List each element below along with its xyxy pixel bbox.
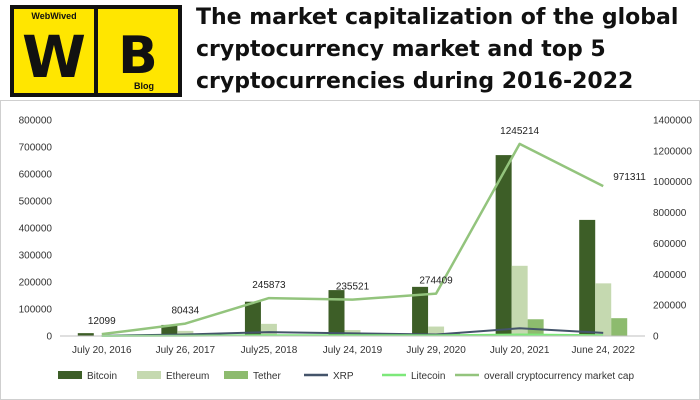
data-label: 235521: [336, 282, 370, 293]
bar-bitcoin: [161, 324, 178, 336]
data-label: 274409: [419, 276, 453, 287]
x-tick-label: July25, 2018: [241, 345, 298, 356]
y-right-tick-label: 200000: [653, 301, 687, 312]
legend: Bitcoin Ethereum Tether XRP Litecoin overall …: [58, 371, 634, 382]
y-left-tick-label: 200000: [19, 278, 53, 289]
legend-swatch: [224, 371, 248, 379]
logo-left-panel: [14, 9, 94, 93]
bar-bitcoin: [495, 155, 512, 336]
data-label: 971311: [613, 172, 646, 183]
bar-bitcoin: [412, 286, 429, 336]
x-tick-label: July 24, 2019: [323, 345, 383, 356]
y-left-tick-label: 400000: [19, 224, 53, 235]
plot-area: [77, 142, 628, 337]
y-left-tick-label: 600000: [19, 170, 53, 181]
data-label: 245873: [252, 280, 286, 291]
data-label: 1245214: [500, 126, 539, 137]
y-right-tick-label: 0: [653, 332, 659, 343]
line-overall-cryptocurrency-market-cap: [101, 142, 604, 336]
bar-bitcoin: [77, 333, 94, 336]
y-left-tick-label: 500000: [19, 197, 53, 208]
legend-label: XRP: [333, 371, 354, 382]
bar-ethereum: [177, 330, 194, 336]
bar-tether: [611, 318, 628, 336]
headline: The market capitalization of the global …: [196, 2, 696, 98]
legend-swatch: [58, 371, 82, 379]
x-tick-label: July 29, 2020: [406, 345, 466, 356]
headline-line-2: cryptocurrency market and top 5: [196, 37, 606, 62]
y-right-tick-label: 1000000: [653, 177, 692, 188]
axes: 0 100000 200000 300000 400000 500000 600000 700…: [19, 116, 693, 357]
bar-ethereum: [595, 283, 612, 336]
logo-right-panel: [98, 9, 178, 93]
headline-line-3: cryptocurrencies during 2016-2022: [196, 69, 634, 94]
legend-label: Ethereum: [166, 371, 209, 382]
y-left-tick-label: 0: [46, 332, 52, 343]
x-tick-label: July 26, 2017: [156, 345, 216, 356]
y-right-tick-label: 1200000: [653, 146, 692, 157]
bar-bitcoin: [244, 301, 261, 336]
x-tick-label: July 20, 2016: [72, 345, 132, 356]
data-labels: 12099 80434 245873 235521 274409 1245214 97131…: [88, 126, 646, 327]
data-label: 80434: [171, 306, 199, 317]
logo-top-text: WebWived: [31, 11, 76, 21]
bar-bitcoin: [328, 290, 345, 336]
y-left-tick-label: 100000: [19, 305, 53, 316]
y-right-tick-label: 1400000: [653, 116, 692, 127]
bar-ethereum: [511, 265, 528, 336]
logo-bottom-text: Blog: [134, 81, 154, 91]
legend-label: Litecoin: [411, 371, 445, 382]
y-right-tick-label: 400000: [653, 270, 687, 281]
y-right-tick-label: 600000: [653, 239, 687, 250]
logo-letter-b: B: [118, 26, 158, 86]
legend-label: overall cryptocurrency market cap: [484, 371, 634, 382]
market-cap-chart: 0 100000 200000 300000 400000 500000 600000 700…: [0, 100, 700, 400]
y-left-tick-label: 300000: [19, 251, 53, 262]
x-tick-label: July 20, 2021: [490, 345, 550, 356]
bar-ethereum: [428, 326, 445, 336]
legend-label: Bitcoin: [87, 371, 117, 382]
bar-tether: [527, 319, 544, 336]
webwived-blog-logo: WebWived W B Blog: [10, 5, 182, 97]
y-left-tick-label: 700000: [19, 143, 53, 154]
y-right-tick-label: 800000: [653, 208, 687, 219]
legend-label: Tether: [253, 371, 281, 382]
bar-bitcoin: [579, 219, 596, 336]
data-label: 12099: [88, 316, 116, 327]
logo-letter-w: W: [22, 23, 86, 91]
y-left-tick-label: 800000: [19, 116, 53, 127]
line-xrp: [101, 327, 604, 337]
headline-line-1: The market capitalization of the global: [196, 5, 679, 30]
x-tick-label: June 24, 2022: [572, 345, 636, 356]
legend-swatch: [137, 371, 161, 379]
bar-ethereum: [260, 323, 277, 336]
